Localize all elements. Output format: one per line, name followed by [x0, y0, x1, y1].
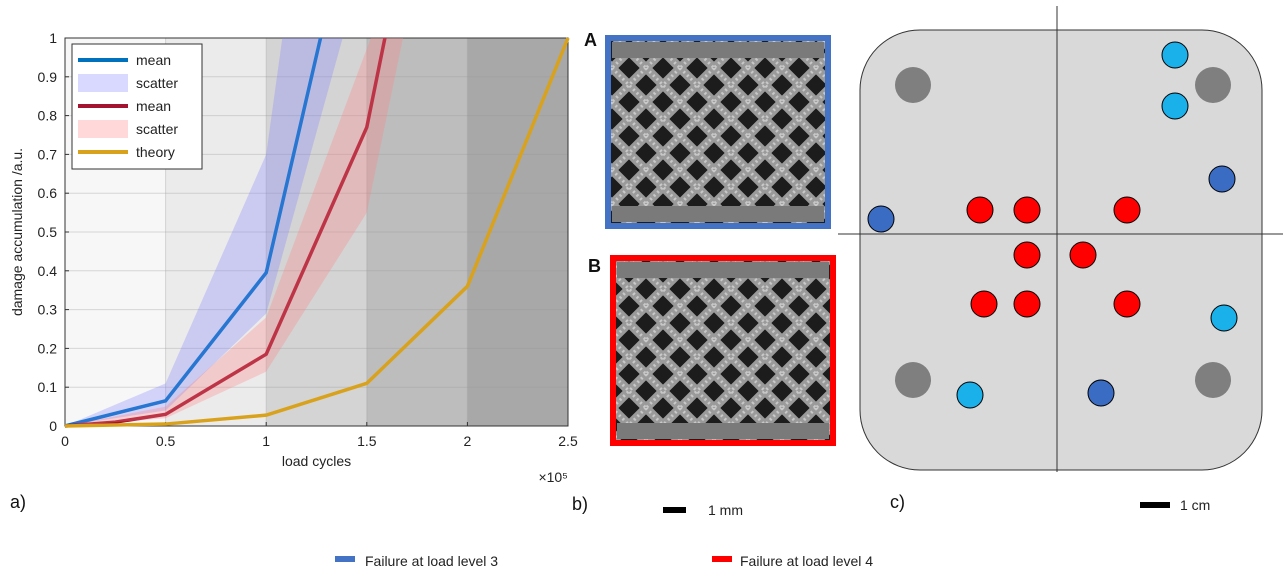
y-tick-label: 1 [49, 30, 57, 46]
specimen-position [1210, 304, 1238, 332]
fixture-hole [895, 362, 931, 398]
specimen-image [605, 35, 831, 229]
plate [612, 206, 824, 222]
y-tick-label: 0.3 [38, 302, 58, 318]
specimen-position [1208, 165, 1236, 193]
y-tick-label: 0.9 [38, 69, 58, 85]
image-label: A [584, 30, 597, 50]
x-tick-label: 0 [61, 433, 69, 449]
y-tick-label: 0.1 [38, 379, 58, 395]
scatter-band [65, 38, 404, 426]
y-axis-label: damage accumulation /a.u. [9, 148, 25, 316]
panel-label: c) [890, 492, 905, 512]
legend-swatch [78, 120, 128, 138]
specimen-position [970, 290, 998, 318]
image-label: B [588, 256, 601, 276]
fixture-hole [1195, 67, 1231, 103]
mean-line [64, 37, 570, 428]
mean-line [64, 37, 323, 428]
panel-label: a) [10, 492, 26, 512]
legend-label: mean [136, 98, 171, 114]
plate-diagram [859, 29, 1263, 471]
load-level-band [266, 38, 367, 426]
specimen-position [1113, 196, 1141, 224]
x-tick-label: 2 [464, 433, 472, 449]
scale-bar [663, 507, 686, 513]
x-axis-label: load cycles [282, 453, 351, 469]
specimen-position [1013, 241, 1041, 269]
load-level-band [366, 38, 468, 426]
specimen-position [1087, 379, 1115, 407]
x-tick-label: 1 [262, 433, 270, 449]
scatter-band [65, 38, 343, 426]
scale-label: 1 cm [1180, 497, 1210, 513]
y-tick-label: 0.6 [38, 185, 58, 201]
specimen-position [966, 196, 994, 224]
specimen-position [1069, 241, 1097, 269]
mean-line [64, 37, 387, 428]
plate [612, 42, 824, 58]
y-tick-label: 0.7 [38, 146, 58, 162]
specimen-position [1013, 290, 1041, 318]
y-tick-label: 0 [49, 418, 57, 434]
legend-label: theory [136, 144, 175, 160]
positions [867, 41, 1238, 409]
fixture-hole [895, 67, 931, 103]
specimen-position [1113, 290, 1141, 318]
specimen-image [610, 255, 836, 446]
fixture-hole [1195, 362, 1231, 398]
panel-label: b) [572, 494, 588, 514]
specimen-position [867, 205, 895, 233]
plate [617, 423, 829, 439]
x-tick-label: 0.5 [156, 433, 176, 449]
legend-label: mean [136, 52, 171, 68]
scale-label: 1 mm [708, 502, 743, 518]
y-tick-label: 0.2 [38, 340, 58, 356]
specimen-position [1161, 92, 1189, 120]
plate [617, 262, 829, 278]
legend-swatch [78, 74, 128, 92]
plot-a: 0 0.1 0.2 0.3 0.4 0.5 0.6 0.7 0.8 0.9 1 0 0.5 1 1.5 2 2.… [9, 30, 578, 485]
y-tick-label: 0.4 [38, 263, 58, 279]
x-tick-label: 2.5 [558, 433, 578, 449]
x-multiplier: ×10⁵ [538, 469, 568, 485]
load-level-band [467, 38, 568, 426]
legend-label: scatter [136, 121, 178, 137]
specimen-position [1013, 196, 1041, 224]
x-tick-label: 1.5 [357, 433, 377, 449]
y-tick-label: 0.8 [38, 108, 58, 124]
y-tick-label: 0.5 [38, 224, 58, 240]
legend-label: scatter [136, 75, 178, 91]
legend-label: Failure at load level 4 [740, 553, 873, 569]
legend-swatch [712, 556, 732, 562]
specimen-position [956, 381, 984, 409]
specimen-position [1161, 41, 1189, 69]
legend-swatch [335, 556, 355, 562]
legend-label: Failure at load level 3 [365, 553, 498, 569]
axes-box [64, 37, 569, 427]
scale-bar [1140, 502, 1170, 508]
